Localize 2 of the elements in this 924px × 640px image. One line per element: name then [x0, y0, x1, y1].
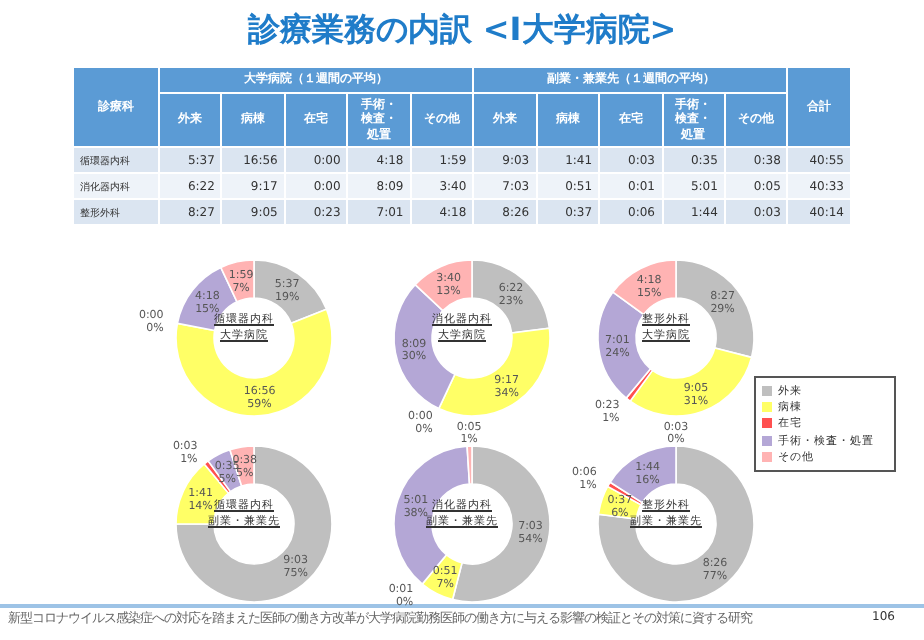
donut-slice [597, 445, 755, 603]
text: 診療業務の内訳 <I大学病院> [245, 10, 679, 52]
